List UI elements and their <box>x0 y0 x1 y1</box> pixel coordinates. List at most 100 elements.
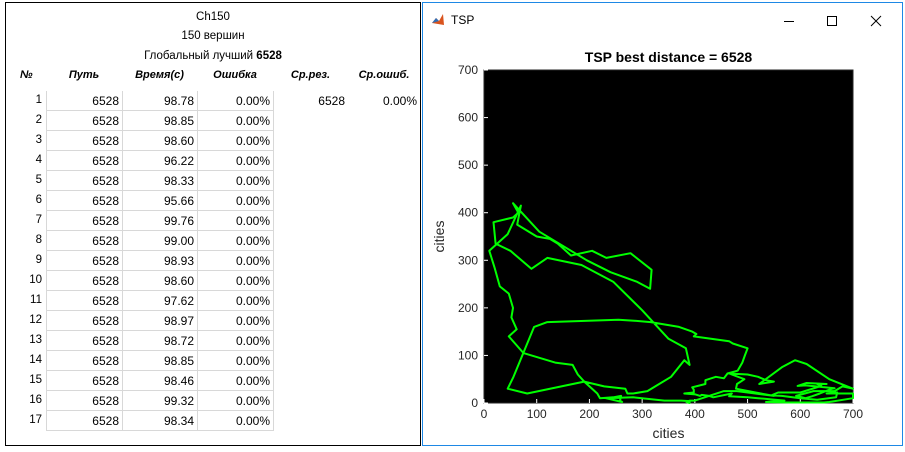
row-number: 14 <box>29 354 42 366</box>
x-tick-label: 200 <box>579 407 599 421</box>
x-tick-label: 300 <box>632 407 652 421</box>
table-cell: 98.93 <box>163 254 194 268</box>
close-icon <box>870 15 882 27</box>
y-tick-label: 0 <box>471 396 478 410</box>
table-cell: 0.00% <box>382 94 417 108</box>
column-header: Путь <box>68 69 100 81</box>
table-cell: 98.72 <box>163 334 194 348</box>
row-divider <box>46 430 273 431</box>
table-cell: 0.00% <box>235 354 270 368</box>
table-cell: 98.46 <box>163 374 194 388</box>
row-number: 12 <box>29 314 42 326</box>
x-tick-label: 600 <box>790 407 810 421</box>
table-cell: 6528 <box>92 194 119 208</box>
table-cell: 98.85 <box>163 114 194 128</box>
row-number: 17 <box>29 414 42 426</box>
row-divider <box>46 250 273 251</box>
row-number: 9 <box>35 254 42 266</box>
table-cell: 99.32 <box>163 394 194 408</box>
global-best-line: Глобальный лучший 6528 <box>6 50 420 62</box>
table-cell: 6528 <box>318 94 345 108</box>
table-cell: 99.76 <box>163 214 194 228</box>
column-divider <box>46 91 47 431</box>
row-divider <box>46 410 273 411</box>
row-divider <box>46 390 273 391</box>
y-tick-label: 300 <box>458 253 478 267</box>
column-divider <box>122 91 123 431</box>
dataset-name: Ch150 <box>196 11 230 23</box>
table-cell: 0.00% <box>235 274 270 288</box>
column-header: Ср.рез. <box>290 69 331 81</box>
window-titlebar[interactable]: TSP <box>423 3 902 37</box>
table-cell: 6528 <box>92 294 119 308</box>
row-number: 6 <box>35 194 42 206</box>
y-tick-label: 600 <box>458 111 478 125</box>
table-cell: 0.00% <box>235 194 270 208</box>
table-cell: 6528 <box>92 274 119 288</box>
table-cell: 0.00% <box>235 94 270 108</box>
table-cell: 6528 <box>92 314 119 328</box>
table-cell: 0.00% <box>235 234 270 248</box>
minimize-button[interactable] <box>772 9 806 33</box>
table-cell: 6528 <box>92 354 119 368</box>
table-cell: 6528 <box>92 94 119 108</box>
row-number: 13 <box>29 334 42 346</box>
row-number: 10 <box>29 274 42 286</box>
table-cell: 6528 <box>92 254 119 268</box>
table-cell: 6528 <box>92 154 119 168</box>
row-number: 3 <box>35 134 42 146</box>
results-table-panel: Ch150 150 вершин Глобальный лучший 6528 № П… <box>5 2 421 446</box>
table-cell: 98.97 <box>163 314 194 328</box>
y-tick-label: 500 <box>458 158 478 172</box>
table-cell: 6528 <box>92 394 119 408</box>
x-tick-label: 0 <box>481 407 488 421</box>
table-cell: 0.00% <box>235 314 270 328</box>
column-divider <box>273 91 274 431</box>
table-cell: 0.00% <box>235 414 270 428</box>
row-divider <box>46 290 273 291</box>
row-number: 4 <box>35 154 42 166</box>
table-cell: 0.00% <box>235 134 270 148</box>
table-cell: 6528 <box>92 374 119 388</box>
row-divider <box>46 310 273 311</box>
row-number: 5 <box>35 174 42 186</box>
row-divider <box>46 270 273 271</box>
row-number: 7 <box>35 214 42 226</box>
table-cell: 0.00% <box>235 374 270 388</box>
window-title: TSP <box>451 13 475 27</box>
row-number: 15 <box>29 374 42 386</box>
minimize-icon <box>784 21 794 22</box>
row-divider <box>46 330 273 331</box>
close-button[interactable] <box>859 9 893 33</box>
tsp-figure-window: TSP TSP best distance = 6528 0 100 200 300 40… <box>422 2 903 446</box>
vertex-count: 150 вершин <box>181 30 245 42</box>
y-tick-label: 100 <box>458 348 478 362</box>
table-cell: 96.22 <box>163 154 194 168</box>
matlab-icon <box>432 14 444 25</box>
maximize-icon <box>827 16 837 26</box>
row-divider <box>46 350 273 351</box>
maximize-button[interactable] <box>815 9 849 33</box>
table-cell: 0.00% <box>235 294 270 308</box>
table-cell: 6528 <box>92 114 119 128</box>
y-axis-label: cities <box>431 221 447 253</box>
y-tick-label: 400 <box>458 206 478 220</box>
table-cell: 0.00% <box>235 174 270 188</box>
row-number: 16 <box>29 394 42 406</box>
y-tick-label: 200 <box>458 301 478 315</box>
x-tick-label: 500 <box>738 407 758 421</box>
plot-background <box>483 69 854 404</box>
row-number: 8 <box>35 234 42 246</box>
column-header: Ср.ошиб. <box>358 69 410 81</box>
table-cell: 98.78 <box>163 94 194 108</box>
row-divider <box>46 110 273 111</box>
row-divider <box>46 210 273 211</box>
tsp-chart: TSP best distance = 6528 0 100 200 300 400 500… <box>423 37 902 445</box>
table-cell: 97.62 <box>163 294 194 308</box>
plot-area: TSP best distance = 6528 0 100 200 300 400 500… <box>423 37 902 445</box>
table-cell: 0.00% <box>235 114 270 128</box>
row-divider <box>46 150 273 151</box>
table-cell: 98.33 <box>163 174 194 188</box>
column-header: № <box>20 69 33 81</box>
x-tick-label: 100 <box>527 407 547 421</box>
